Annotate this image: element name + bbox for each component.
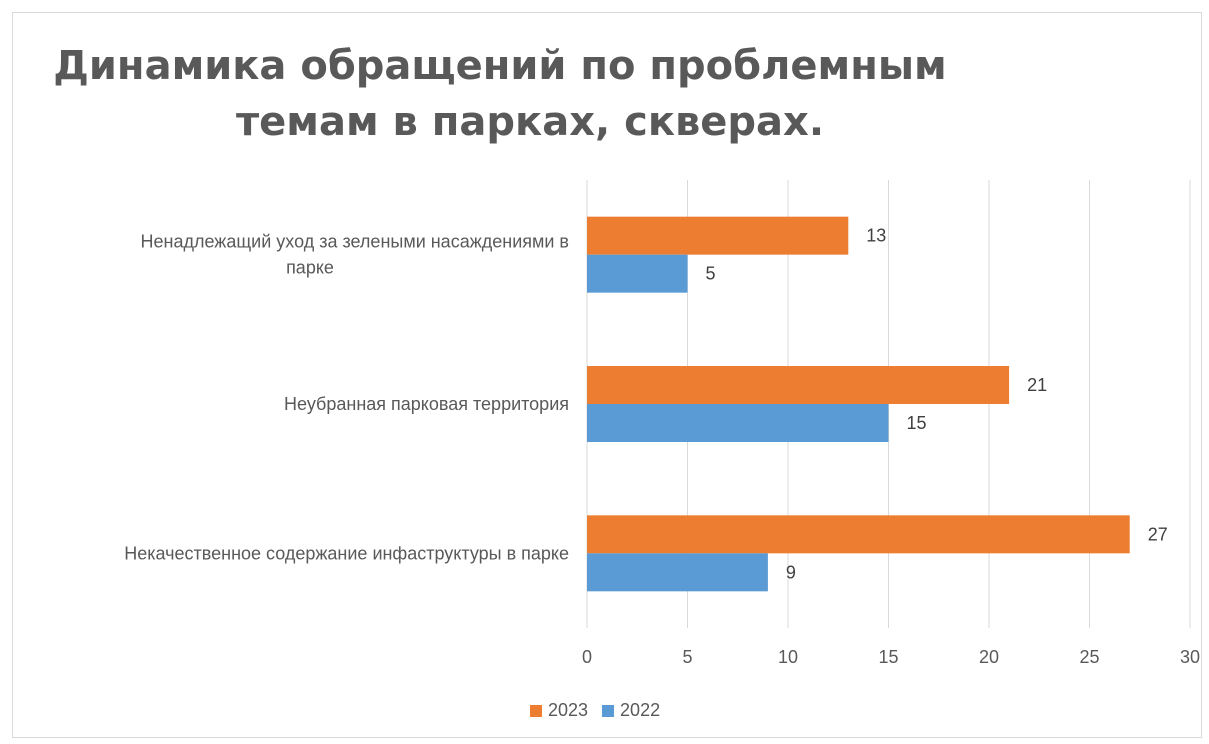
bar-2022-2 (587, 553, 768, 592)
bar-2022-0 (587, 254, 688, 293)
legend-item-2023: 2023 (530, 700, 588, 721)
data-label-2023-0: 13 (866, 226, 886, 246)
legend-item-2022: 2022 (602, 700, 660, 721)
bar-2022-1 (587, 404, 889, 442)
bar-2023-2 (587, 515, 1130, 554)
x-tick-label-20: 20 (979, 647, 999, 667)
chart-title-line-1: Динамика обращений по проблемным (53, 43, 947, 89)
category-label-0-line-1: парке (286, 258, 334, 278)
x-tick-label-25: 25 (1079, 647, 1099, 667)
data-label-2022-0: 5 (706, 264, 716, 284)
legend: 2023 2022 (530, 700, 660, 721)
x-tick-label-5: 5 (682, 647, 692, 667)
data-label-2022-2: 9 (786, 562, 796, 582)
x-tick-label-0: 0 (582, 647, 592, 667)
bar-2023-0 (587, 216, 849, 255)
category-label-2-line-0: Некачественное содержание инфаструктуры … (124, 543, 569, 563)
chart-title: Динамика обращений по проблемным темам в… (53, 38, 1140, 150)
chart-title-line-2: темам в парках, скверах. (235, 99, 825, 145)
x-tick-label-10: 10 (778, 647, 798, 667)
category-label-0-line-0: Ненадлежащий уход за зелеными насаждения… (141, 232, 569, 252)
bar-2023-1 (587, 366, 1010, 404)
x-tick-label-15: 15 (878, 647, 898, 667)
category-label-1-line-0: Неубранная парковая территория (284, 394, 569, 414)
legend-label-2023: 2023 (548, 700, 589, 720)
x-tick-label-30: 30 (1180, 647, 1200, 667)
data-label-2023-1: 21 (1027, 375, 1047, 395)
legend-label-2022: 2022 (620, 700, 661, 720)
data-label-2023-2: 27 (1148, 524, 1168, 544)
data-label-2022-1: 15 (907, 413, 927, 433)
legend-swatch-2023 (530, 704, 542, 717)
legend-swatch-2022 (602, 704, 615, 717)
